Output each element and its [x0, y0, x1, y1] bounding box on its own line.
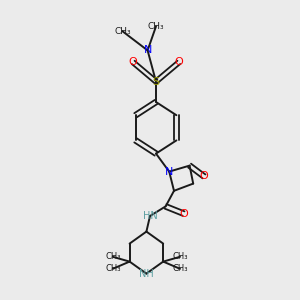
Text: O: O — [200, 171, 208, 182]
Text: O: O — [179, 208, 188, 219]
Text: N: N — [165, 167, 173, 177]
Text: O: O — [174, 57, 183, 68]
Text: CH₃: CH₃ — [172, 264, 188, 273]
Text: CH₃: CH₃ — [105, 264, 121, 273]
Text: CH₃: CH₃ — [172, 252, 188, 261]
Text: CH₃: CH₃ — [105, 252, 121, 261]
Text: NH: NH — [139, 268, 154, 279]
Text: CH₃: CH₃ — [114, 27, 131, 36]
Text: N: N — [143, 45, 152, 56]
Text: CH₃: CH₃ — [148, 22, 164, 31]
Text: HN: HN — [142, 211, 158, 221]
Text: S: S — [152, 76, 160, 87]
Text: O: O — [129, 57, 138, 68]
